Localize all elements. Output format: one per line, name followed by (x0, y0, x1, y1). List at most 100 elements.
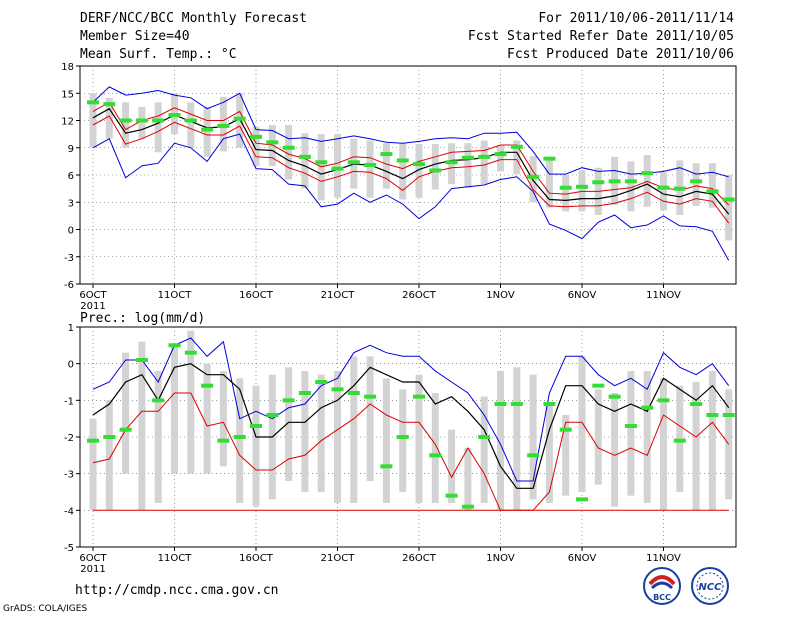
prec-median-mark (478, 435, 491, 439)
temp-bar (187, 102, 195, 148)
prec-median-mark (641, 405, 654, 410)
temp-bar (480, 140, 488, 185)
temp-bar (497, 145, 504, 172)
prec-median-mark (168, 343, 181, 348)
prec-median-mark (250, 424, 262, 428)
ncc-text: NCC (698, 582, 722, 593)
temp-median-mark (168, 113, 181, 118)
prec-bar (497, 371, 504, 511)
prec-bar (431, 393, 439, 503)
prec-bar (594, 389, 602, 485)
prec-line-max (92, 337, 730, 482)
temp-bar (366, 140, 374, 198)
temp-median-mark (103, 102, 116, 107)
temp-median-mark (510, 144, 523, 149)
temp-ytick-label: 3 (68, 198, 74, 209)
prec-line-lower (92, 392, 730, 511)
prec-bar (317, 374, 325, 492)
temp-xtick-label: 16OCT (239, 290, 274, 301)
prec-ytick-label: -1 (64, 396, 74, 407)
prec-bar (611, 393, 619, 507)
prec-median-mark (119, 427, 132, 432)
prec-ytick-label: -2 (64, 433, 74, 444)
prec-median-mark (103, 435, 116, 439)
prec-bar (627, 371, 635, 496)
temp-line-max (92, 133, 730, 261)
temp-bar (154, 102, 162, 153)
prec-bar (725, 389, 733, 500)
prec-median-mark (608, 394, 621, 399)
prec-bar (122, 352, 130, 474)
temp-year-label: 2011 (80, 301, 105, 312)
temp-bar (252, 126, 260, 166)
temp-median-mark (608, 179, 621, 184)
temp-bar (203, 106, 211, 157)
temp-median-mark (396, 158, 409, 163)
prec-bar (708, 371, 716, 511)
prec-year-label: 2011 (80, 564, 105, 575)
prec-line-mean (92, 363, 730, 489)
prec-bar (366, 356, 374, 481)
temp-xtick-label: 6NOV (568, 290, 597, 301)
temp-median-mark (250, 134, 262, 139)
temp-median-mark (184, 118, 197, 123)
prec-median-mark (592, 383, 605, 388)
prec-median-mark (429, 453, 442, 458)
temp-bar (89, 93, 97, 148)
temp-bar (513, 140, 521, 175)
temp-line-lower (92, 115, 730, 224)
prec-bar (105, 400, 113, 511)
prec-median-mark (576, 497, 588, 502)
prec-median-mark (413, 394, 425, 399)
prec-ytick-label: -4 (64, 506, 74, 517)
prec-bar (545, 404, 553, 503)
temp-median-mark (282, 145, 295, 150)
prec-ytick-label: 0 (68, 360, 74, 371)
temp-bar (301, 133, 309, 189)
grads-credit: GrADS: COLA/IGES (3, 604, 88, 614)
bcc-text: BCC (653, 593, 671, 602)
temp-median-mark (217, 123, 230, 128)
prec-median-mark (315, 380, 328, 384)
temp-median-mark (657, 185, 670, 190)
temp-median-mark (331, 166, 344, 171)
temp-median-mark (478, 154, 491, 159)
prec-median-mark (690, 402, 703, 406)
prec-xtick-label: 16OCT (239, 553, 274, 564)
prec-median-mark (217, 438, 230, 443)
prec-bar (513, 367, 521, 511)
temp-median-mark (624, 179, 637, 184)
prec-median-mark (722, 413, 735, 417)
temp-line-mean (92, 107, 730, 215)
prec-median-mark (87, 438, 99, 443)
temp-median-mark (135, 118, 148, 123)
prec-bar (448, 429, 456, 503)
temperature-panel: -6 -3 0 3 6 9 12 15 18 6OCT 11OCT 16OCT 21OCT 26OCT 1N… (61, 62, 737, 312)
prec-median-mark (331, 387, 344, 392)
source-url[interactable]: http://cmdp.ncc.cma.gov.cn (75, 583, 279, 598)
prec-bar (301, 371, 309, 492)
prec-bar (382, 378, 390, 503)
prec-median-mark (461, 504, 474, 509)
temp-bar (464, 143, 472, 188)
prec-median-mark (135, 358, 148, 362)
prec-median-mark (624, 424, 637, 428)
temp-bar (399, 143, 407, 200)
prec-bar (660, 378, 667, 511)
prec-ytick-label: -5 (64, 543, 74, 554)
prec-median-mark (201, 383, 214, 388)
temp-median-mark (722, 197, 735, 202)
prec-xtick-label: 6NOV (568, 553, 597, 564)
temp-median-mark (461, 155, 474, 160)
prec-median-mark (543, 402, 556, 406)
temp-median-mark (347, 160, 360, 165)
temp-ytick-label: 0 (68, 226, 74, 237)
temp-ytick-label: -3 (64, 253, 74, 264)
prec-median-mark (494, 402, 507, 406)
temp-bar (562, 175, 570, 212)
prec-median-mark (527, 453, 540, 458)
temp-ytick-label: 15 (61, 89, 74, 100)
prec-median-mark (673, 438, 686, 443)
prec-bar (480, 396, 488, 503)
temp-xtick-label: 1NOV (486, 290, 515, 301)
